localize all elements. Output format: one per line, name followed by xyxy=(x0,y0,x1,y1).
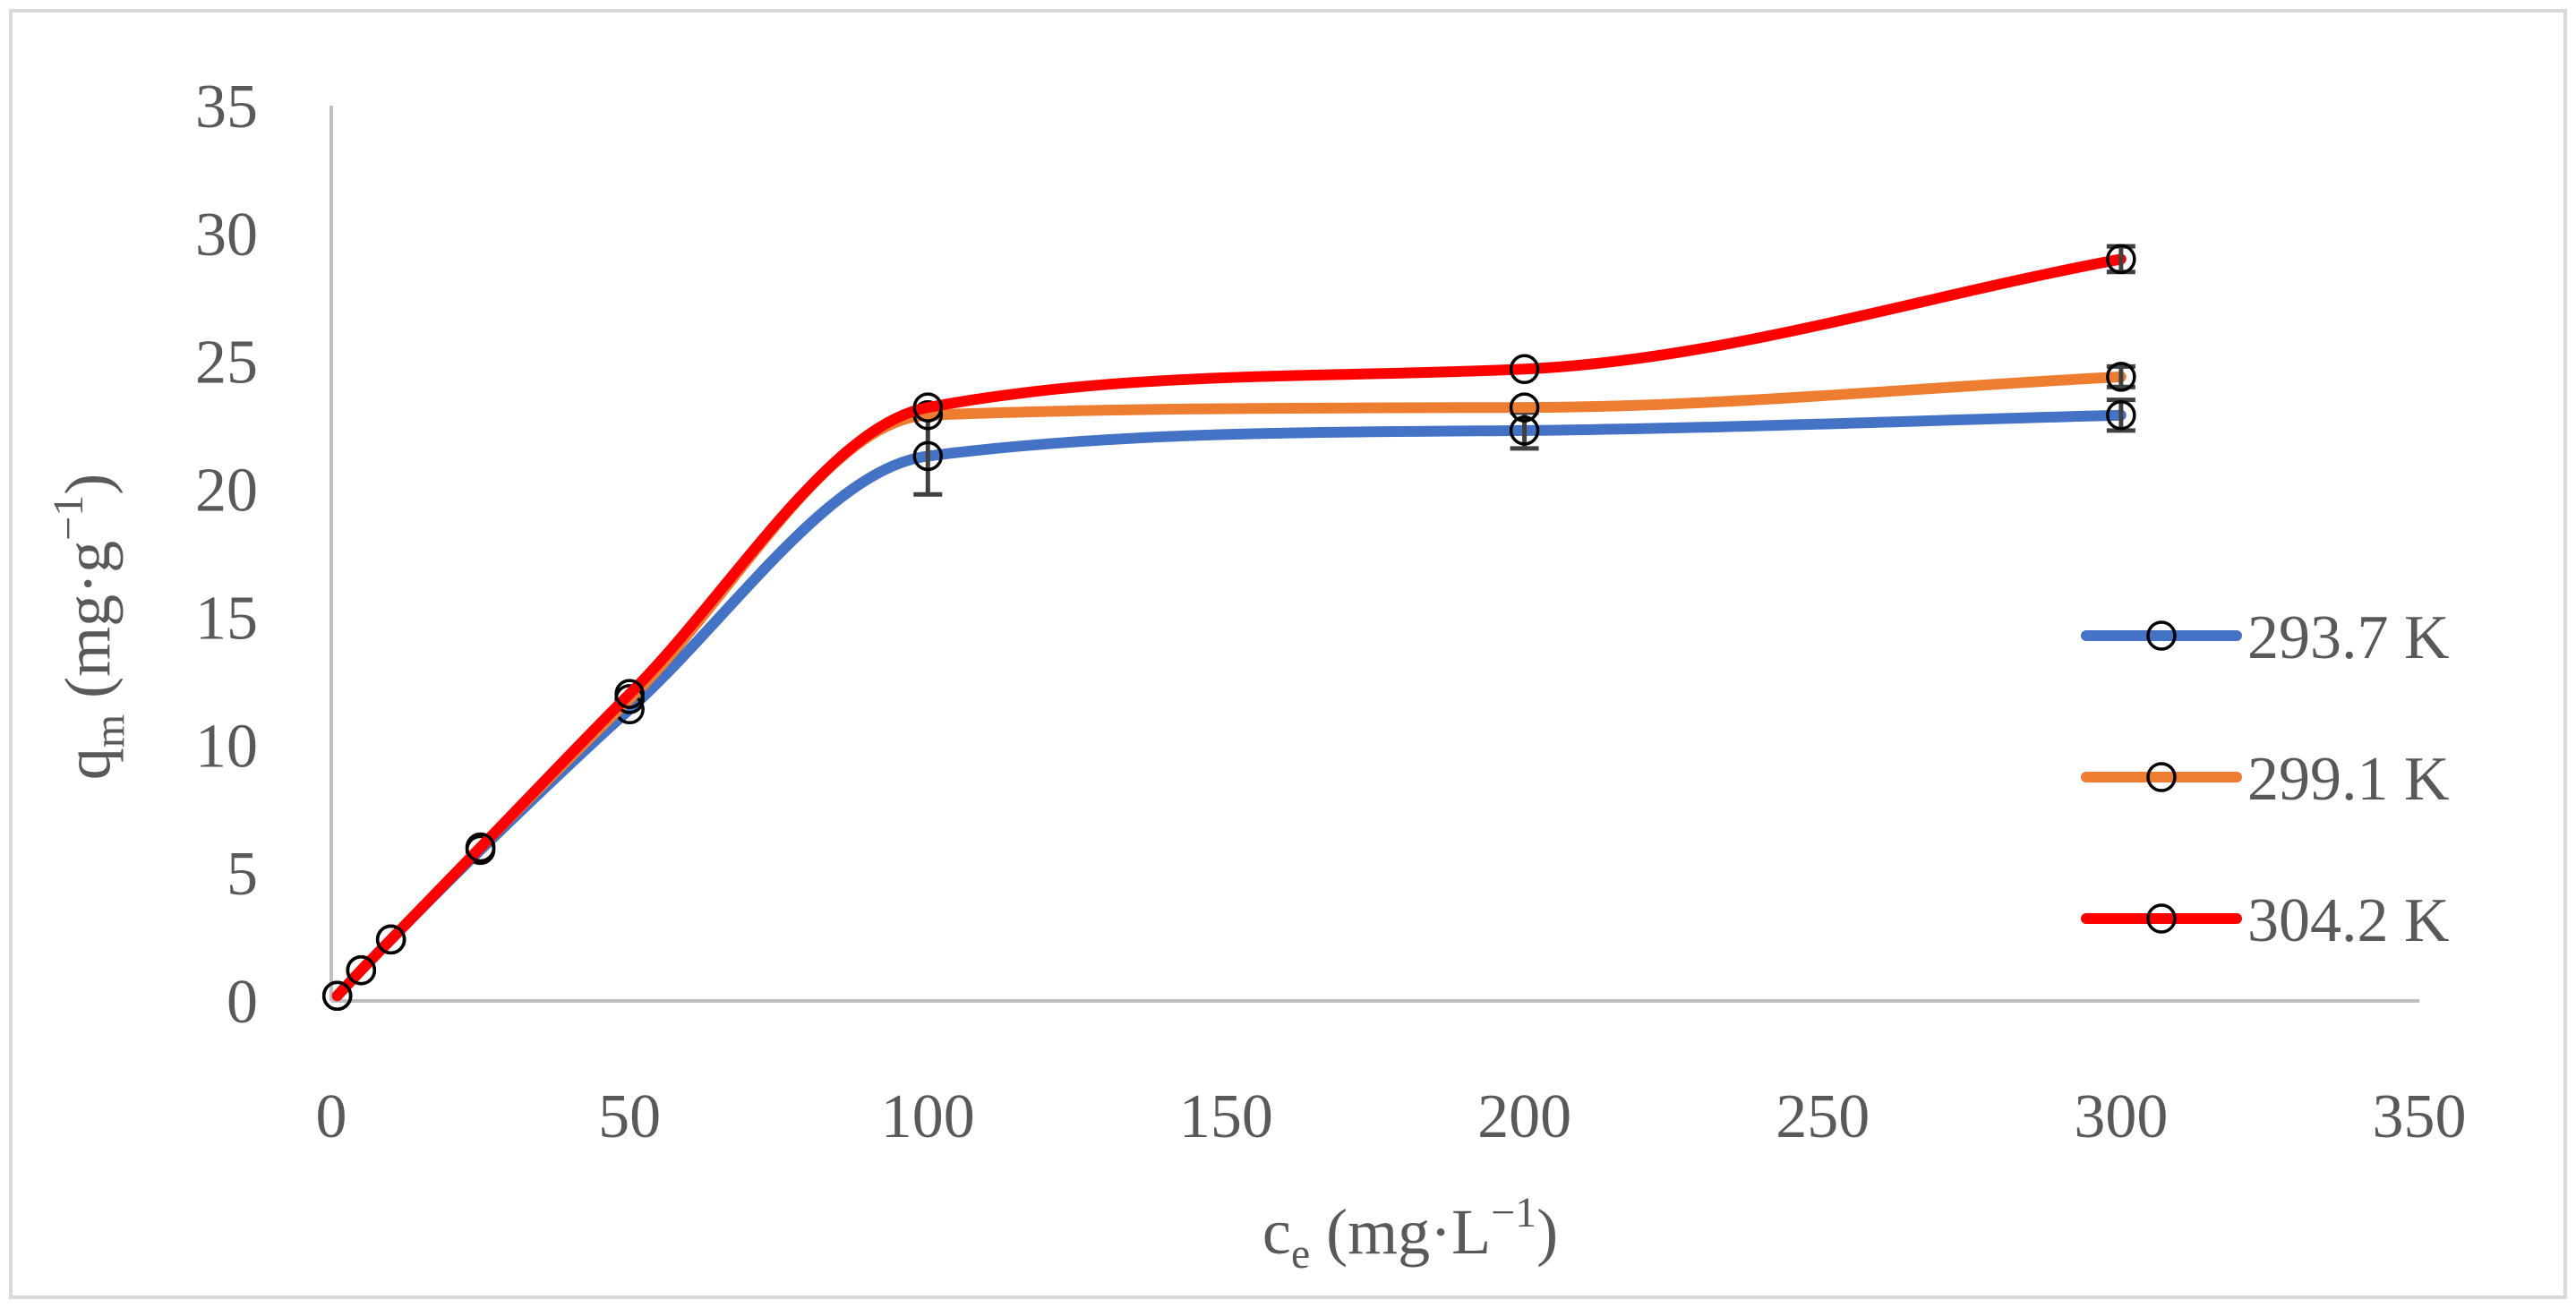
y-tick-label: 5 xyxy=(227,840,258,909)
legend-label: 304.2 K xyxy=(2247,886,2450,955)
chart-border xyxy=(9,9,2567,1299)
y-tick-label: 30 xyxy=(195,201,258,269)
series-layer xyxy=(321,244,2136,1012)
y-axis-title: qm (mg·g−1) xyxy=(45,474,133,780)
x-tick-label: 300 xyxy=(2074,1082,2168,1151)
x-tick-label: 50 xyxy=(598,1082,661,1151)
data-point xyxy=(465,832,496,863)
legend-marker xyxy=(2146,620,2177,651)
y-tick-labels: 0 5 10 15 20 25 30 35 xyxy=(195,73,258,1037)
y-tick-label: 35 xyxy=(195,73,258,141)
data-point xyxy=(2106,399,2136,431)
data-point xyxy=(375,924,407,955)
x-tick-label: 250 xyxy=(1776,1082,1870,1151)
y-tick-label: 10 xyxy=(195,712,258,781)
data-point xyxy=(321,980,353,1012)
y-tick-label: 20 xyxy=(195,457,258,526)
x-tick-label: 0 xyxy=(316,1082,347,1151)
x-tick-label: 150 xyxy=(1179,1082,1273,1151)
data-point xyxy=(614,679,645,709)
y-tick-label: 0 xyxy=(227,968,258,1037)
data-point xyxy=(1509,354,1540,385)
data-point xyxy=(2106,244,2136,275)
legend-marker xyxy=(2146,903,2177,934)
x-tick-labels: 0 50 100 150 200 250 300 350 xyxy=(316,1082,2467,1151)
data-point xyxy=(346,954,377,986)
data-point xyxy=(912,440,944,472)
x-tick-label: 200 xyxy=(1477,1082,1571,1151)
data-point xyxy=(912,392,944,423)
y-tick-label: 15 xyxy=(195,584,258,653)
legend-marker xyxy=(2146,762,2177,792)
data-point xyxy=(1509,392,1540,423)
x-tick-label: 350 xyxy=(2373,1082,2467,1151)
y-tick-label: 25 xyxy=(195,329,258,398)
legend: 293.7 K 299.1 K 304.2 K xyxy=(2081,603,2450,955)
legend-label: 293.7 K xyxy=(2247,603,2450,672)
legend-item: 299.1 K xyxy=(2081,745,2450,814)
legend-item: 293.7 K xyxy=(2081,603,2450,672)
series-304-2-k xyxy=(321,244,2136,1012)
x-axis-title: ce (mg·L−1) xyxy=(1262,1189,1558,1278)
data-point xyxy=(2106,362,2136,392)
legend-label: 299.1 K xyxy=(2247,745,2450,814)
x-tick-label: 100 xyxy=(881,1082,975,1151)
axes xyxy=(329,106,2419,1003)
data-point xyxy=(1509,415,1540,446)
legend-item: 304.2 K xyxy=(2081,886,2450,955)
